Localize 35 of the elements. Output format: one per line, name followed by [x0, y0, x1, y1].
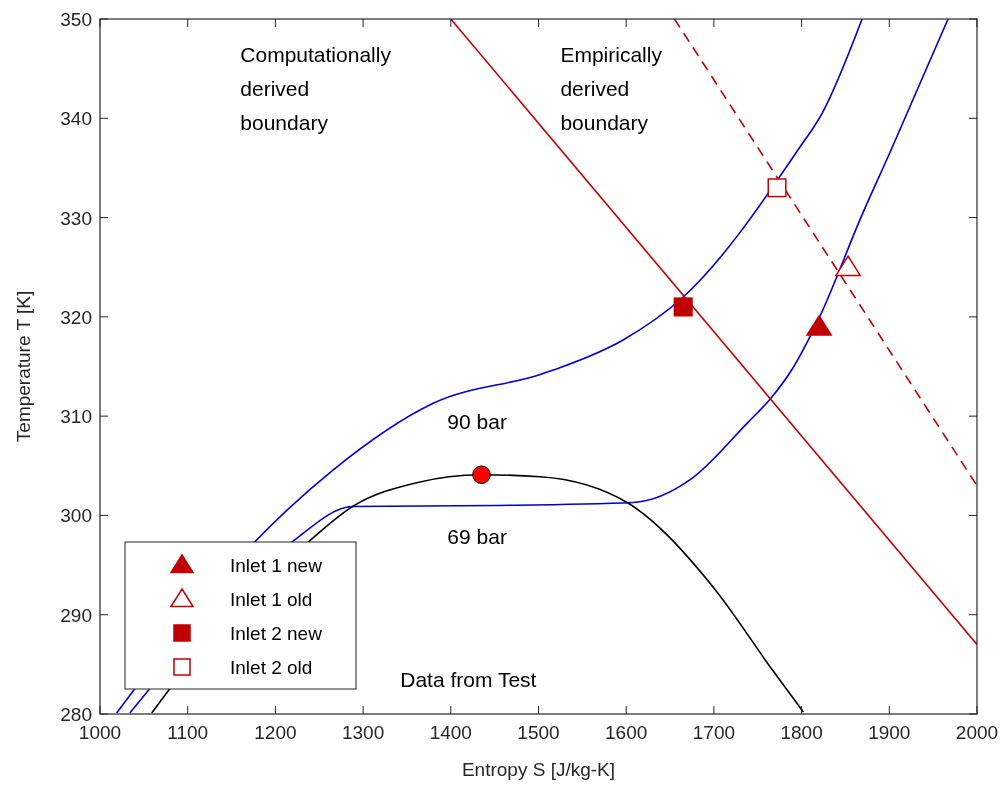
x-tick-label: 1300	[341, 722, 385, 743]
legend-label: Inlet 2 new	[230, 623, 323, 644]
x-tick-label: 1100	[167, 722, 209, 743]
annotation: Data from Test	[400, 668, 537, 692]
x-tick-label: 1900	[868, 722, 911, 743]
series-label: 90 bar	[447, 410, 507, 434]
series-label: 69 bar	[447, 524, 507, 548]
y-axis-title: Temperature T [K]	[13, 290, 34, 443]
y-tick-label: 340	[60, 108, 92, 130]
legend-label: Inlet 1 new	[230, 555, 323, 576]
annotation: Empirically derived boundary	[560, 42, 663, 134]
y-tick-label: 350	[60, 9, 92, 30]
x-tick-label: 1400	[429, 722, 472, 743]
legend-label: Inlet 2 old	[230, 657, 313, 678]
y-tick-label: 330	[60, 207, 92, 229]
x-tick-label: 1700	[692, 722, 736, 743]
x-tick-label: 1200	[254, 722, 297, 743]
x-tick-label: 1800	[780, 722, 823, 743]
y-tick-label: 300	[60, 505, 92, 527]
point	[673, 297, 693, 317]
legend-label: Inlet 1 old	[230, 589, 313, 610]
point	[806, 315, 832, 336]
y-tick-label: 280	[60, 704, 92, 725]
x-tick-label: 1500	[517, 722, 560, 743]
x-tick-label: 1000	[78, 722, 122, 743]
y-tick-label: 310	[60, 406, 92, 428]
point	[835, 255, 861, 277]
x-tick-label: 2000	[955, 722, 999, 743]
point	[767, 178, 787, 198]
x-axis-title: Entropy S [J/kg-K]	[461, 759, 616, 780]
x-tick-label: 1600	[605, 722, 648, 743]
y-tick-label: 320	[60, 306, 92, 328]
y-tick-label: 290	[60, 604, 92, 626]
annotation: Computationally derived boundary	[240, 42, 392, 134]
point	[472, 465, 491, 485]
